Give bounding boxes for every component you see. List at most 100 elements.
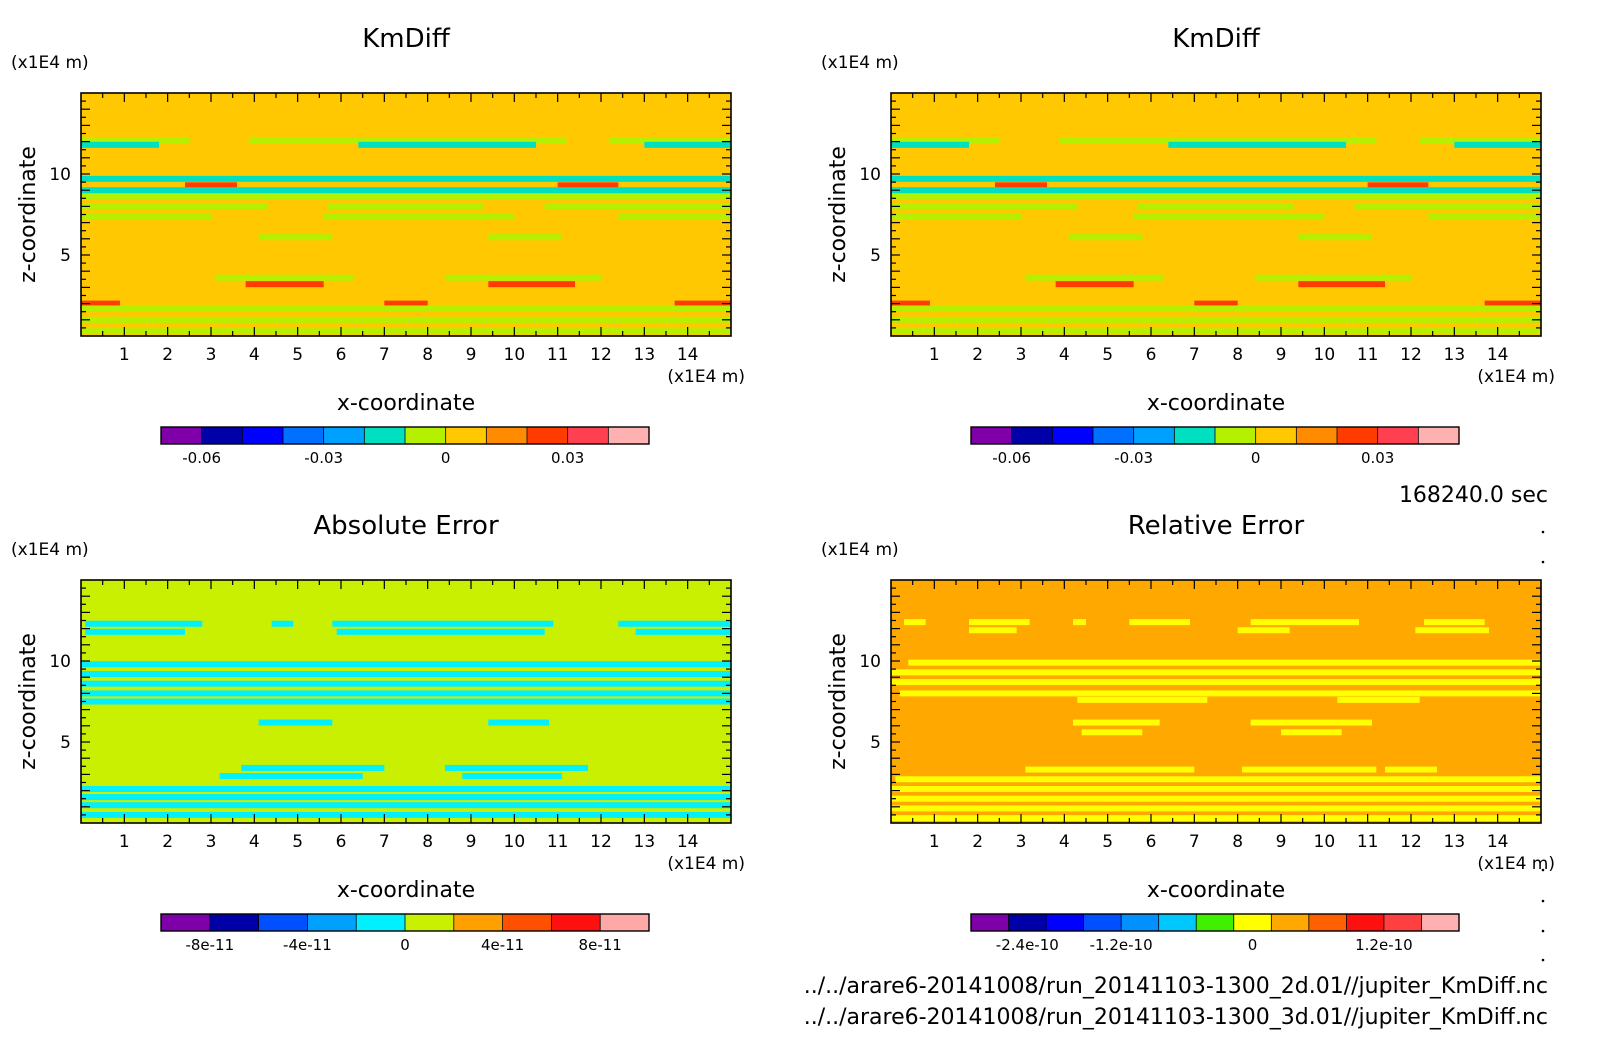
contour-band bbox=[899, 690, 1541, 697]
colorbar-tick-label: -0.03 bbox=[1114, 449, 1153, 467]
colorbar-cell bbox=[1008, 914, 1047, 931]
colorbar-cell bbox=[1083, 914, 1122, 931]
contour-band bbox=[445, 274, 601, 281]
contour-band bbox=[258, 234, 333, 241]
colorbar-cell bbox=[209, 914, 260, 931]
colorbar-cell bbox=[1052, 427, 1094, 444]
x-tick-label: 11 bbox=[1357, 832, 1379, 852]
contour-band bbox=[1298, 281, 1385, 288]
x-tick-label: 14 bbox=[677, 345, 699, 365]
contour-band bbox=[1025, 274, 1164, 281]
contour-bands bbox=[81, 137, 731, 335]
y-tick-label: 5 bbox=[60, 733, 71, 753]
x-tick-label: 9 bbox=[466, 832, 477, 852]
contour-band bbox=[891, 316, 1541, 323]
contour-band bbox=[358, 141, 536, 148]
contour-band bbox=[891, 795, 1541, 802]
colorbar-cell bbox=[1196, 914, 1235, 931]
colorbar-tick-label: 4e-11 bbox=[481, 936, 524, 954]
contour-band bbox=[1025, 766, 1195, 773]
contour-band bbox=[557, 182, 619, 189]
contour-band bbox=[891, 669, 1541, 676]
contour-band bbox=[891, 679, 1541, 686]
x-tick-label: 9 bbox=[1276, 345, 1287, 365]
colorbar-cell bbox=[502, 914, 552, 931]
edge-dot bbox=[1541, 868, 1545, 872]
contour-band bbox=[1454, 141, 1541, 148]
x-tick-label: 3 bbox=[1016, 345, 1027, 365]
contour-band bbox=[81, 300, 120, 307]
x-tick-label: 5 bbox=[1102, 832, 1113, 852]
edge-dot bbox=[1541, 530, 1545, 534]
x-tick-label: 8 bbox=[422, 345, 433, 365]
x-tick-label: 8 bbox=[1232, 832, 1243, 852]
colorbar-tick-label: 0 bbox=[441, 449, 451, 467]
colorbar-cell bbox=[242, 427, 284, 444]
x-tick-label: 13 bbox=[634, 345, 656, 365]
contour-band bbox=[618, 213, 731, 220]
x-tick-label: 12 bbox=[1400, 832, 1422, 852]
contour-band bbox=[644, 141, 731, 148]
x-tick-label: 6 bbox=[336, 345, 347, 365]
contour-band bbox=[1419, 137, 1541, 144]
edge-dot bbox=[1541, 899, 1545, 903]
contour-band bbox=[1367, 182, 1429, 189]
contour-band bbox=[336, 628, 545, 635]
colorbar-cell bbox=[356, 914, 406, 931]
contour-band bbox=[1073, 719, 1160, 726]
chart-panel-3: Absolute Error(x1E4 m)1 2 3 4 5 6 7 8 9 10 11 12 13 1… bbox=[11, 511, 745, 954]
colorbar-cell bbox=[1121, 914, 1160, 931]
colorbar-cell bbox=[307, 914, 357, 931]
colorbar-tick-label: 1.2e-10 bbox=[1355, 936, 1413, 954]
colorbar-cell bbox=[161, 427, 203, 444]
contour-band bbox=[891, 193, 1541, 200]
x-tick-label: 3 bbox=[206, 345, 217, 365]
contour-band bbox=[969, 627, 1017, 634]
contour-band bbox=[328, 203, 484, 210]
contour-band bbox=[1337, 696, 1420, 703]
y-tick-label: 10 bbox=[49, 652, 71, 672]
colorbar-tick-label: -0.03 bbox=[304, 449, 343, 467]
contour-band bbox=[1484, 300, 1541, 307]
chart-title: Absolute Error bbox=[313, 511, 499, 541]
contour-band bbox=[271, 620, 294, 627]
y-axis-unit: (x1E4 m) bbox=[11, 53, 89, 73]
contour-band bbox=[215, 274, 354, 281]
x-tick-label: 9 bbox=[466, 345, 477, 365]
y-axis-label: z-coordinate bbox=[826, 146, 851, 283]
contour-band bbox=[81, 187, 731, 194]
contour-band bbox=[81, 175, 731, 182]
contour-band bbox=[1354, 203, 1541, 210]
contour-band bbox=[544, 203, 731, 210]
colorbar-cell bbox=[567, 427, 609, 444]
chart-panel-1: KmDiff(x1E4 m)1 2 3 4 5 6 7 8 9 10 11 12 13 14510(x1E… bbox=[11, 24, 745, 467]
colorbar-cell bbox=[1174, 427, 1216, 444]
x-axis-unit: (x1E4 m) bbox=[1477, 367, 1555, 387]
x-tick-label: 2 bbox=[972, 345, 983, 365]
x-axis-label: x-coordinate bbox=[1147, 878, 1285, 903]
colorbar: -8e-11 -4e-11 0 4e-11 8e-11 bbox=[160, 913, 650, 954]
colorbar-tick-label: -8e-11 bbox=[185, 936, 234, 954]
colorbar-cell bbox=[1215, 427, 1257, 444]
contour-band bbox=[891, 785, 1541, 792]
colorbar-cell bbox=[1046, 914, 1085, 931]
colorbar: -0.06 -0.03 0 0.03 bbox=[970, 426, 1460, 467]
colorbar-cell bbox=[1255, 427, 1297, 444]
x-tick-label: 5 bbox=[292, 832, 303, 852]
contour-band bbox=[488, 234, 562, 241]
time-label: 168240.0 sec bbox=[1399, 483, 1548, 508]
contour-band bbox=[81, 802, 731, 809]
contour-band bbox=[995, 182, 1047, 189]
colorbar-cell bbox=[445, 427, 487, 444]
x-tick-label: 5 bbox=[292, 345, 303, 365]
chart-panel-4: Relative Error(x1E4 m)1 2 3 4 5 6 7 8 9 10 11 12 13 1… bbox=[821, 511, 1555, 954]
x-tick-label: 1 bbox=[119, 832, 130, 852]
contour-band bbox=[908, 659, 1541, 666]
colorbar-cell bbox=[1346, 914, 1385, 931]
contour-band bbox=[1385, 766, 1437, 773]
x-tick-label: 8 bbox=[422, 832, 433, 852]
x-tick-label: 10 bbox=[1314, 832, 1336, 852]
colorbar-cell bbox=[1093, 427, 1135, 444]
contour-band bbox=[891, 137, 1000, 144]
